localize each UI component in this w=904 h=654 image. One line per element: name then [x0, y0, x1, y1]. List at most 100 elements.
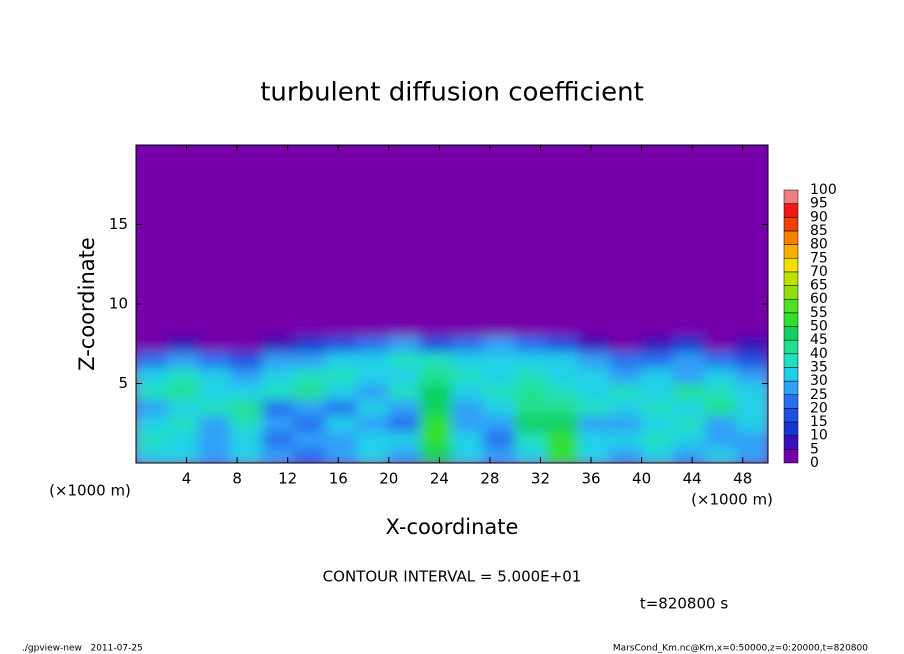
field-cell — [325, 145, 358, 337]
field-cell — [261, 446, 295, 463]
field-cell — [735, 430, 768, 448]
field-cell — [483, 398, 516, 416]
colorbar-swatch — [783, 244, 799, 259]
colorbar-label: 0 — [810, 455, 819, 471]
field-cell — [388, 367, 421, 384]
x-unit: (×1000 m) — [691, 491, 773, 509]
field-cell — [672, 367, 706, 384]
colorbar-label: 35 — [810, 359, 828, 375]
field-cell — [356, 367, 390, 384]
field-cell — [325, 367, 358, 384]
field-cell — [546, 414, 579, 432]
field-cell — [483, 383, 516, 400]
field-cell — [198, 430, 232, 448]
field-cell — [641, 398, 674, 416]
field-cell — [167, 383, 200, 400]
field-cell — [577, 446, 611, 463]
field-cell — [514, 335, 548, 353]
field-cell — [293, 335, 327, 353]
colorbar-label: 15 — [810, 414, 828, 430]
field-cell — [514, 383, 548, 400]
field-cell — [388, 398, 421, 416]
field-cell — [419, 145, 453, 337]
field-layer — [136, 145, 768, 463]
field-cell — [641, 446, 674, 463]
colorbar-label: 60 — [810, 291, 828, 307]
y-tick-label: 5 — [118, 374, 128, 392]
y-tick-label: 15 — [109, 215, 128, 233]
colorbar-label: 25 — [810, 387, 828, 403]
field-cell — [293, 383, 327, 400]
field-cell — [419, 430, 453, 448]
field-cell — [609, 351, 643, 369]
colorbar-label: 90 — [810, 209, 828, 225]
field-cell — [198, 145, 232, 337]
field-cell — [483, 367, 516, 384]
field-cell — [293, 398, 327, 416]
x-tick-label: 32 — [531, 470, 550, 488]
field-cell — [261, 367, 295, 384]
field-cell — [609, 145, 643, 337]
field-cell — [514, 446, 548, 463]
field-cell — [451, 383, 485, 400]
field-cell — [261, 414, 295, 432]
colorbar-swatch — [783, 189, 799, 204]
x-tick-label: 40 — [632, 470, 651, 488]
field-cell — [483, 414, 516, 432]
field-cell — [609, 398, 643, 416]
field-cell — [388, 145, 421, 337]
x-tick-label: 12 — [278, 470, 297, 488]
field-cell — [704, 383, 737, 400]
colorbar-swatch — [783, 258, 799, 273]
field-cell — [704, 367, 737, 384]
field-cell — [293, 145, 327, 337]
field-cell — [136, 398, 169, 416]
colorbar-swatch — [783, 380, 799, 396]
field-cell — [641, 430, 674, 448]
field-cell — [261, 351, 295, 369]
colorbar-label: 10 — [810, 428, 828, 444]
field-cell — [577, 335, 611, 353]
field-cell — [451, 335, 485, 353]
colorbar-label: 95 — [810, 196, 828, 212]
field-cell — [735, 398, 768, 416]
field-cell — [735, 351, 768, 369]
colorbar-label: 80 — [810, 237, 828, 253]
field-cell — [198, 446, 232, 463]
field-cell — [167, 398, 200, 416]
field-cell — [672, 446, 706, 463]
time-label: t=820800 s — [640, 595, 728, 613]
field-cell — [325, 414, 358, 432]
colorbar-label: 45 — [810, 332, 828, 348]
field-cell — [514, 145, 548, 337]
field-cell — [546, 367, 579, 384]
field-cell — [451, 414, 485, 432]
field-cell — [230, 446, 263, 463]
field-cell — [735, 335, 768, 353]
x-tick-label: 28 — [480, 470, 499, 488]
field-cell — [704, 351, 737, 369]
field-cell — [293, 351, 327, 369]
field-cell — [451, 367, 485, 384]
field-cell — [388, 414, 421, 432]
colorbar-label: 50 — [810, 319, 828, 335]
field-cell — [451, 145, 485, 337]
colorbar-label: 65 — [810, 278, 828, 294]
field-cell — [325, 398, 358, 416]
field-cell — [609, 430, 643, 448]
field-cell — [672, 351, 706, 369]
colorbar-label: 100 — [810, 182, 837, 198]
field-cell — [704, 145, 737, 337]
field-cell — [609, 383, 643, 400]
field-cell — [546, 335, 579, 353]
field-cell — [261, 383, 295, 400]
field-cell — [167, 414, 200, 432]
field-cell — [356, 430, 390, 448]
field-cell — [483, 430, 516, 448]
field-cell — [261, 430, 295, 448]
chart-title: turbulent diffusion coefficient — [260, 78, 644, 108]
field-cell — [514, 414, 548, 432]
field-cell — [293, 446, 327, 463]
field-cell — [136, 367, 169, 384]
